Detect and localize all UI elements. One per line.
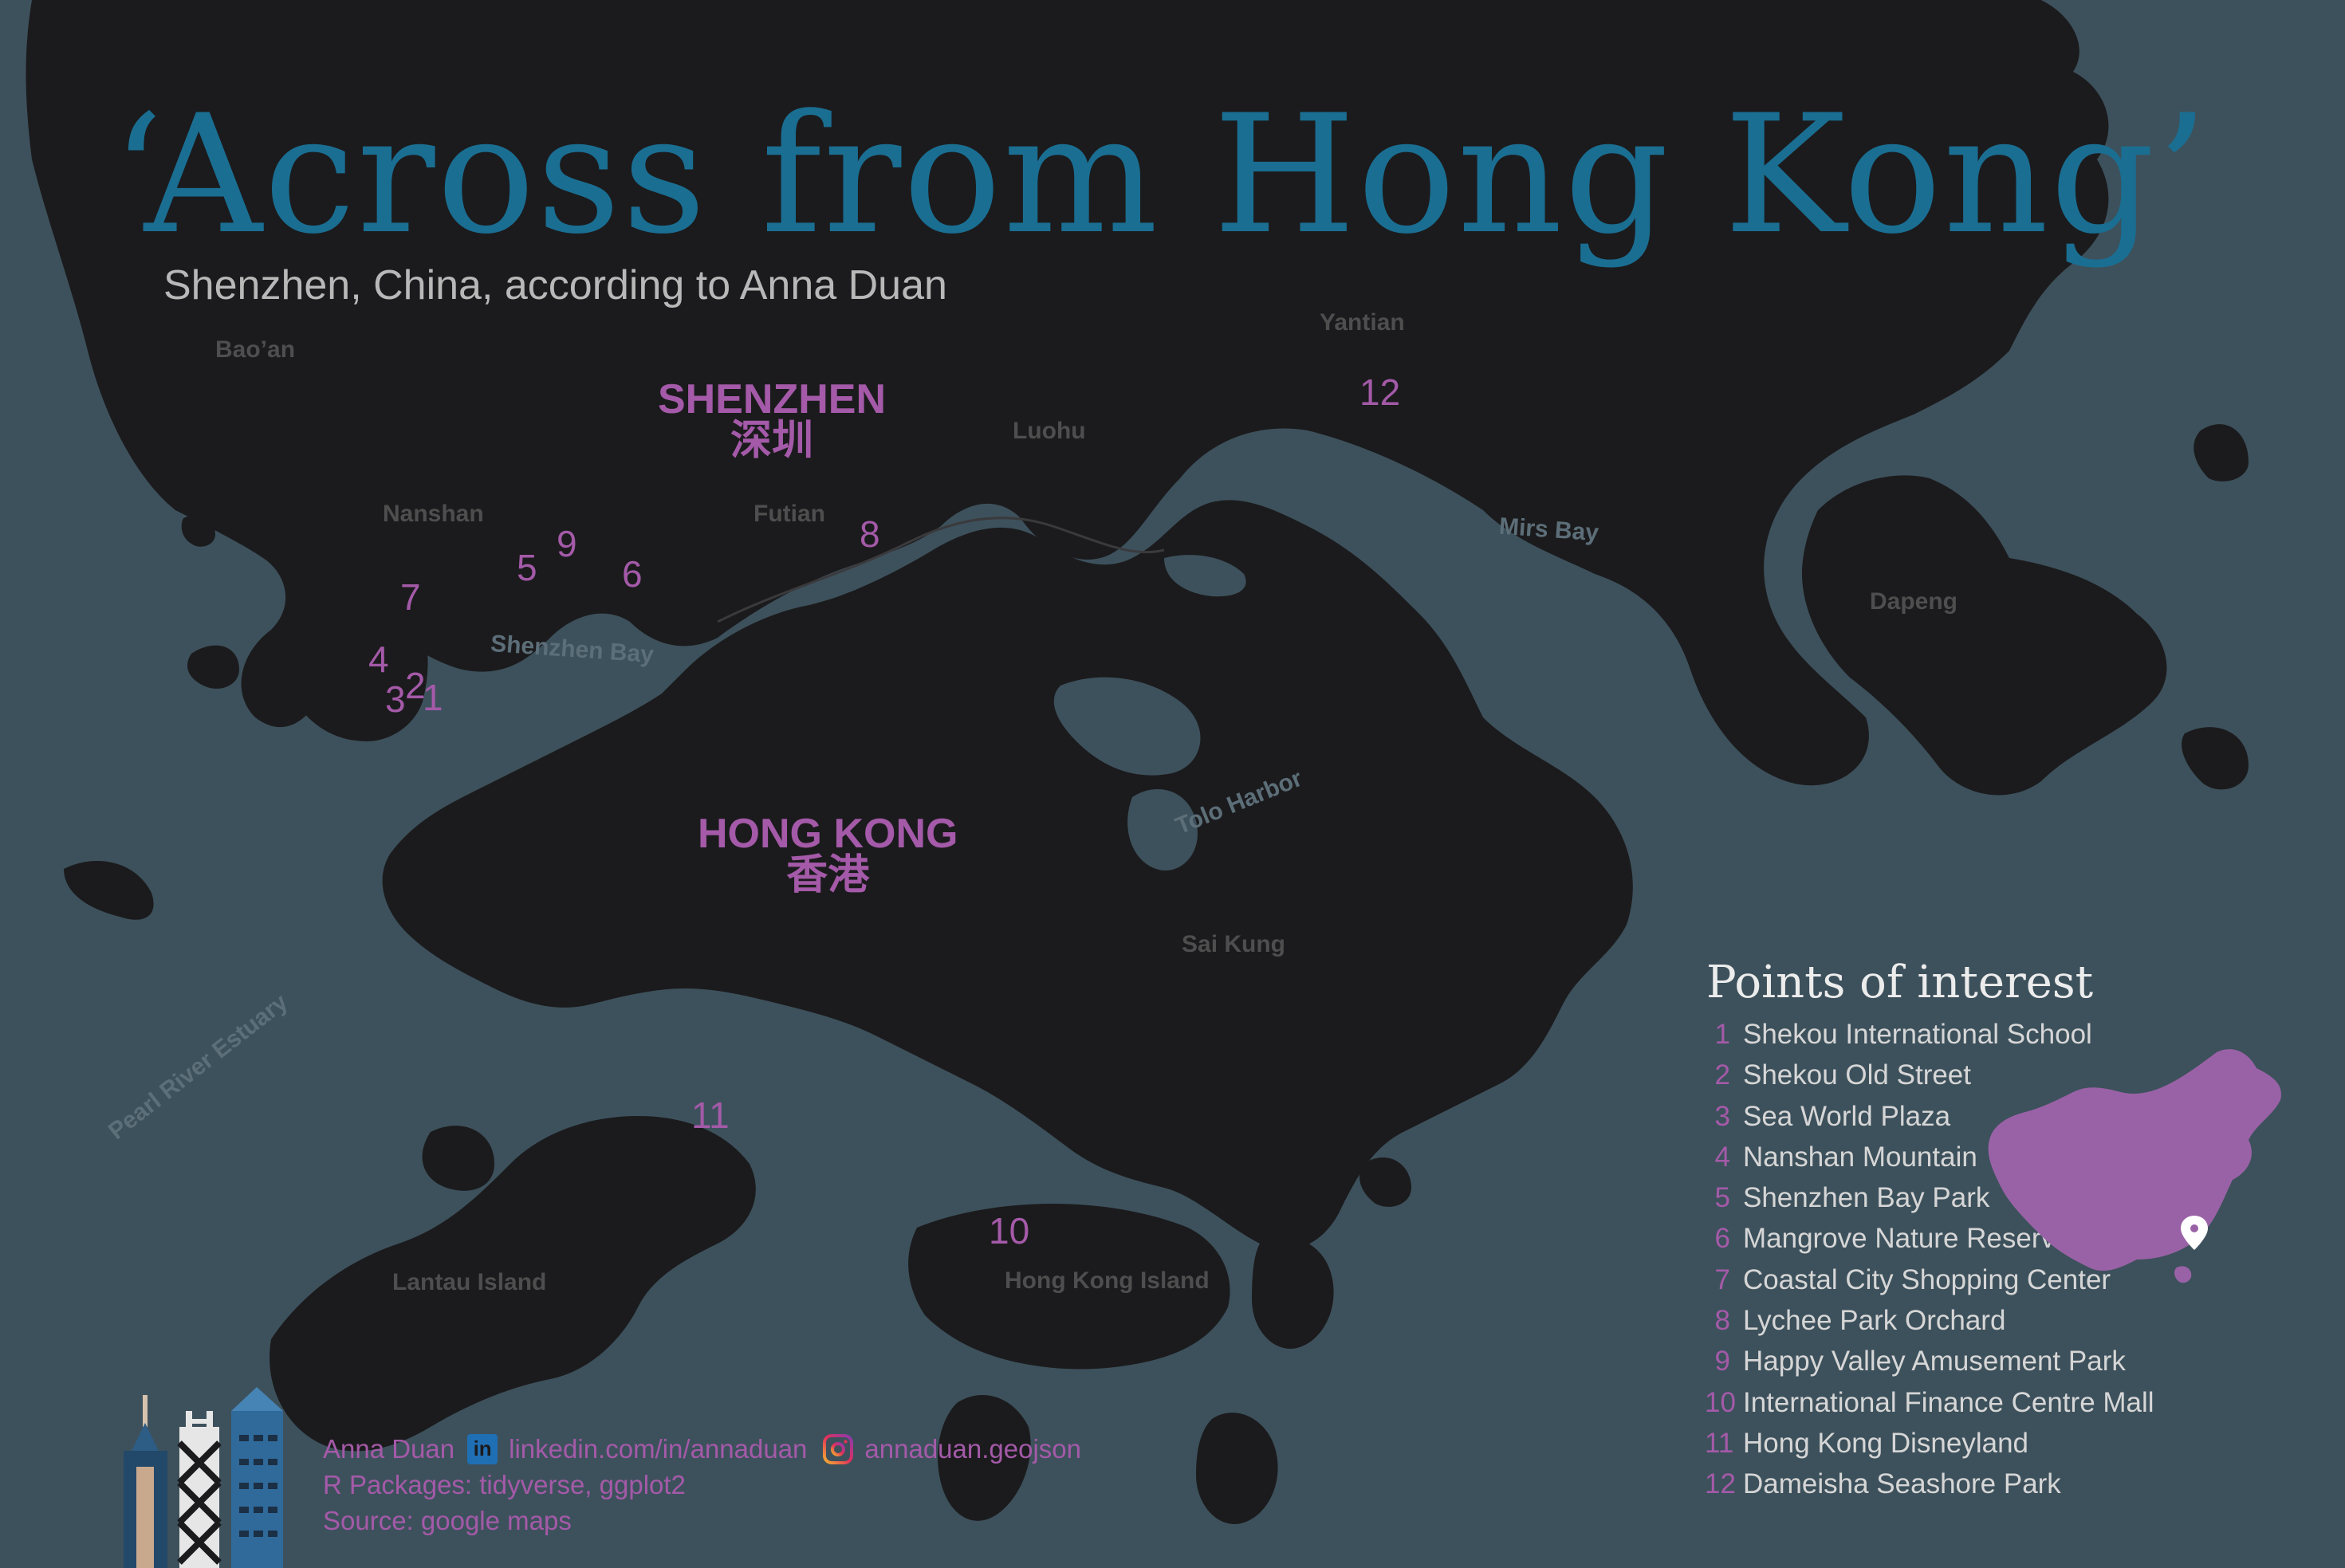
district-label-futian: Futian — [753, 501, 825, 527]
legend-item: 2 Shekou Old Street — [1714, 1059, 1971, 1091]
poi-marker: 3 — [385, 678, 406, 720]
poi-marker: 12 — [1359, 371, 1401, 413]
legend-item: 4 Nanshan Mountain — [1714, 1141, 1977, 1173]
source-credit: Source: google maps — [323, 1506, 572, 1535]
district-label-lantau: Lantau Island — [392, 1269, 547, 1295]
map-title: ‘Across from Hong Kong’ — [112, 81, 2210, 270]
mainland-shenzhen — [26, 0, 2109, 786]
legend-item: 8 Lychee Park Orchard — [1714, 1305, 2006, 1337]
hk-mainland — [382, 500, 1633, 1250]
district-label-yantian: Yantian — [1320, 309, 1405, 336]
legend-item: 10 International Finance Centre Mall — [1705, 1386, 2154, 1418]
legend-item: 12 Dameisha Seashore Park — [1705, 1468, 2061, 1500]
shekou-peninsula — [291, 558, 428, 741]
legend-title: Points of interest — [1706, 957, 2094, 1008]
city-label-shenzhen: SHENZHEN 深圳 — [658, 376, 887, 464]
poi-marker: 5 — [517, 547, 537, 588]
district-label-luohu: Luohu — [1013, 418, 1086, 444]
instagram-icon — [823, 1433, 854, 1464]
credits-block: Anna Duan in linkedin.com/in/annaduan an… — [323, 1431, 1081, 1539]
poi-marker: 6 — [622, 553, 643, 595]
poi-marker: 10 — [989, 1210, 1030, 1252]
city-label-hong-kong: HONG KONG 香港 — [698, 811, 958, 898]
author-name: Anna Duan — [323, 1434, 455, 1464]
hong-kong-island — [908, 1204, 1230, 1370]
dapeng-peninsula — [1802, 475, 2167, 796]
poi-marker: 8 — [860, 513, 880, 555]
district-label-hk-island: Hong Kong Island — [1005, 1267, 1210, 1294]
district-label-nanshan: Nanshan — [383, 501, 484, 527]
poi-marker: 2 — [405, 665, 426, 706]
linkedin-link[interactable]: linkedin.com/in/annaduan — [509, 1434, 808, 1464]
legend-list: 1 Shekou International School 2 Shekou Old… — [1705, 1014, 2154, 1505]
packages-credit: R Packages: tidyverse, ggplot2 — [323, 1470, 686, 1499]
legend-item: 1 Shekou International School — [1714, 1019, 2092, 1050]
poi-marker: 1 — [423, 677, 443, 718]
instagram-link[interactable]: annaduan.geojson — [864, 1434, 1081, 1464]
poi-marker: 9 — [557, 523, 577, 564]
legend-item: 11 Hong Kong Disneyland — [1705, 1427, 2029, 1459]
location-pin-icon — [2181, 1216, 2208, 1250]
district-label-dapeng: Dapeng — [1870, 588, 1958, 615]
china-locator-map — [1988, 1049, 2281, 1283]
poi-marker: 7 — [400, 576, 421, 618]
legend-item: 9 Happy Valley Amusement Park — [1714, 1346, 2126, 1377]
border-line — [717, 517, 1165, 623]
poi-marker: 4 — [368, 639, 389, 680]
lantau-island — [270, 1116, 756, 1452]
legend-item: 5 Shenzhen Bay Park — [1714, 1182, 1990, 1214]
district-label-sai-kung: Sai Kung — [1182, 931, 1286, 957]
legend-item: 7 Coastal City Shopping Center — [1714, 1263, 2111, 1295]
district-label-baoan: Bao’an — [215, 336, 296, 363]
map-subtitle: Shenzhen, China, according to Anna Duan — [163, 262, 947, 308]
skyline-illustration-icon — [124, 1387, 283, 1568]
poi-marker: 11 — [691, 1094, 730, 1136]
linkedin-icon: in — [467, 1433, 498, 1464]
legend-item: 6 Mangrove Nature Reserve — [1714, 1223, 2071, 1255]
legend-item: 3 Sea World Plaza — [1714, 1100, 1951, 1132]
